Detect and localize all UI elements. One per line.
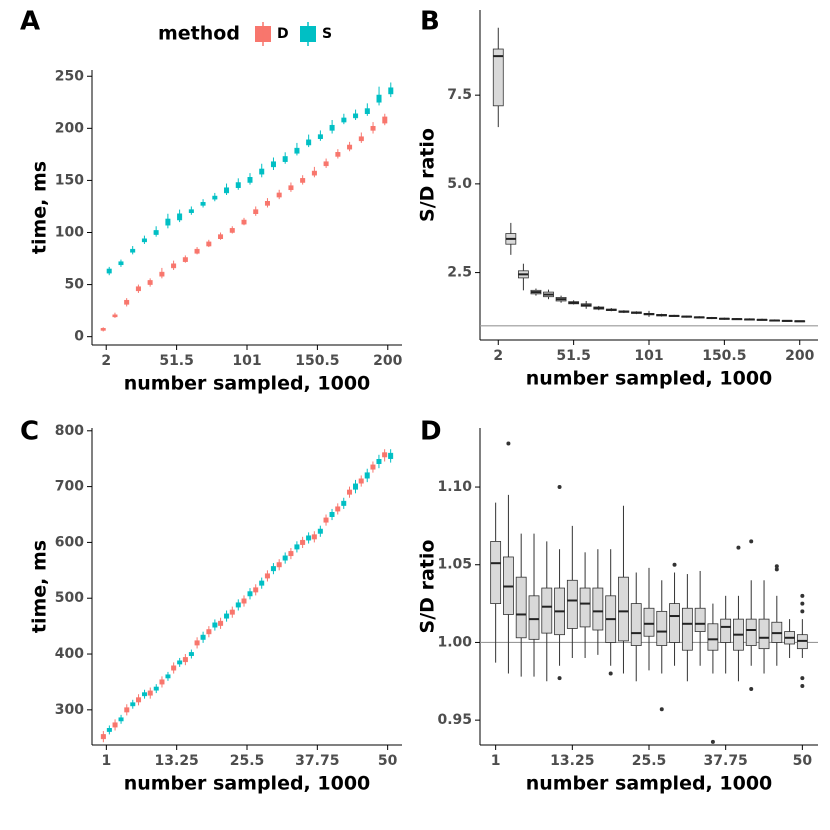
box [541, 587, 553, 634]
y-tick-label: 800 [55, 423, 84, 439]
x-tick-label: 150.5 [702, 348, 746, 364]
box [656, 610, 668, 646]
legend-label: D [277, 26, 289, 42]
box [681, 607, 693, 651]
box [720, 618, 732, 643]
x-tick-label: 13.25 [155, 753, 199, 769]
x-tick-label: 1 [491, 753, 501, 769]
outlier [672, 562, 677, 567]
box [707, 623, 719, 651]
x-axis-title: number sampled, 1000 [124, 373, 371, 395]
y-tick-label: 400 [55, 646, 84, 662]
outlier [749, 539, 754, 544]
y-tick-label: 150 [55, 172, 84, 188]
y-tick-label: 1.00 [437, 634, 472, 650]
box [758, 618, 770, 650]
x-tick-label: 200 [373, 353, 402, 369]
x-tick-label: 1 [101, 753, 111, 769]
x-tick-label: 13.25 [550, 753, 594, 769]
y-tick-label: 100 [55, 225, 84, 241]
box [694, 607, 706, 632]
panel-label: D [420, 417, 442, 447]
outlier [506, 441, 511, 446]
outlier [659, 707, 664, 712]
box [630, 603, 642, 646]
legend-label: S [322, 26, 332, 42]
box [669, 603, 680, 643]
y-tick-label: 7.5 [447, 87, 472, 103]
y-tick-label: 1.10 [437, 479, 472, 495]
x-tick-label: 150.5 [295, 353, 339, 369]
outlier [774, 567, 779, 572]
y-tick-label: 1.05 [437, 557, 472, 573]
x-axis-title: number sampled, 1000 [526, 368, 773, 390]
x-tick-label: 51.5 [159, 353, 194, 369]
box [745, 618, 757, 646]
y-tick-label: 0.95 [437, 712, 472, 728]
y-tick-label: 700 [55, 479, 84, 495]
box [643, 607, 655, 637]
x-tick-label: 51.5 [556, 348, 591, 364]
y-axis-title: S/D ratio [417, 540, 439, 634]
box [515, 576, 527, 639]
x-tick-label: 2 [493, 348, 503, 364]
y-tick-label: 0 [74, 329, 84, 345]
box [618, 576, 629, 642]
box [579, 587, 591, 628]
y-axis-title: S/D ratio [417, 128, 439, 222]
x-tick-label: 2 [101, 353, 111, 369]
x-tick-label: 50 [378, 753, 398, 769]
panel-label: C [20, 417, 39, 447]
outlier [608, 671, 613, 676]
x-tick-label: 101 [634, 348, 663, 364]
y-tick-label: 250 [55, 68, 84, 84]
box [592, 587, 604, 631]
box [566, 579, 578, 629]
outlier [557, 676, 562, 681]
outlier [749, 687, 754, 692]
legend-title: method [158, 23, 240, 45]
panel-label: B [420, 7, 440, 37]
x-tick-label: 101 [232, 353, 261, 369]
outlier [800, 609, 805, 614]
y-axis-title: time, ms [29, 540, 51, 633]
y-tick-label: 200 [55, 120, 84, 136]
y-tick-label: 300 [55, 702, 84, 718]
x-tick-label: 25.5 [632, 753, 667, 769]
outlier [800, 683, 805, 688]
box [492, 48, 504, 107]
y-tick-label: 5.0 [447, 176, 472, 192]
outlier [710, 739, 715, 744]
outlier [800, 601, 805, 606]
y-axis-title: time, ms [29, 161, 51, 254]
outlier [774, 564, 779, 569]
y-tick-label: 50 [65, 277, 85, 293]
box [490, 541, 502, 604]
y-tick-label: 2.5 [447, 265, 472, 281]
outlier [800, 593, 805, 598]
x-tick-label: 25.5 [230, 753, 265, 769]
outlier [800, 676, 805, 681]
x-axis-title: number sampled, 1000 [526, 773, 773, 795]
panel-label: A [20, 7, 40, 37]
outlier [557, 485, 562, 490]
outlier [736, 545, 741, 550]
x-axis-title: number sampled, 1000 [124, 773, 371, 795]
x-tick-label: 200 [785, 348, 814, 364]
x-tick-label: 50 [793, 753, 813, 769]
y-tick-label: 600 [55, 534, 84, 550]
x-tick-label: 37.75 [295, 753, 339, 769]
x-tick-label: 37.75 [704, 753, 748, 769]
box [528, 595, 540, 640]
y-tick-label: 500 [55, 590, 84, 606]
